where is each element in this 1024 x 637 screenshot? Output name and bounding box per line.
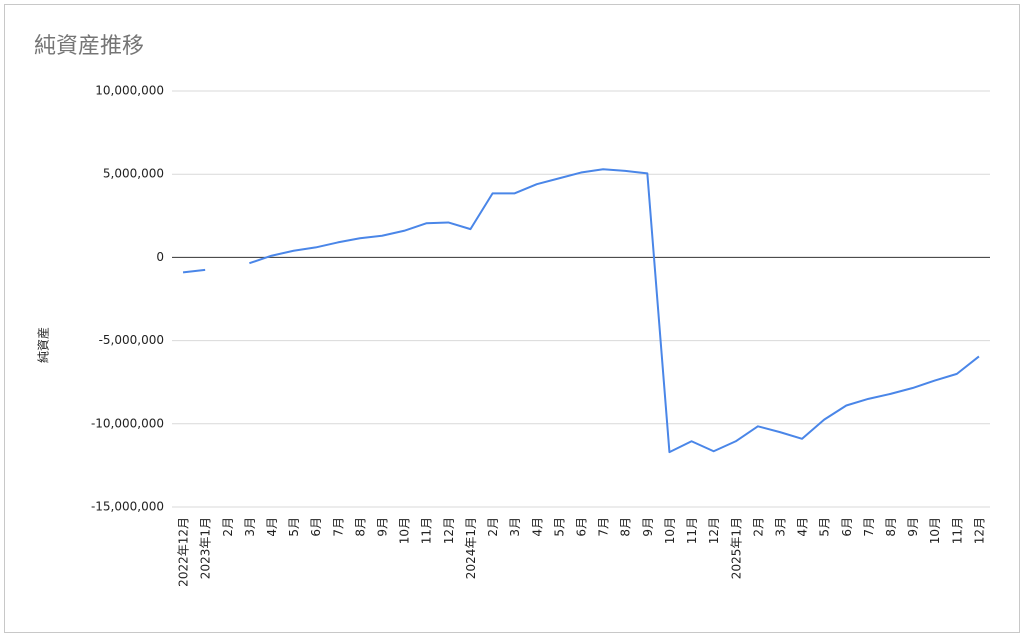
x-tick-label: 10月	[398, 517, 412, 544]
x-tick-label: 3月	[243, 517, 257, 537]
y-tick-label: -10,000,000	[91, 416, 164, 430]
x-tick-label: 10月	[663, 517, 677, 544]
x-tick-label: 6月	[575, 517, 589, 537]
x-tick-label: 5月	[552, 517, 566, 537]
x-tick-label: 8月	[619, 517, 633, 537]
x-tick-label: 11月	[420, 517, 434, 544]
x-tick-label: 12月	[972, 517, 986, 544]
frame	[4, 4, 1020, 633]
x-tick-label: 6月	[309, 517, 323, 537]
x-tick-label: 2022年12月	[177, 517, 191, 587]
x-tick-label: 8月	[884, 517, 898, 537]
x-tick-label: 2023年1月	[199, 517, 213, 579]
x-tick-label: 2025年1月	[729, 517, 743, 579]
x-tick-label: 5月	[818, 517, 832, 537]
data-line	[182, 168, 980, 454]
x-tick-label: 11月	[950, 517, 964, 544]
x-tick-label: 9月	[906, 517, 920, 537]
y-tick-label: 0	[156, 250, 164, 264]
x-tick-label: 10月	[928, 517, 942, 544]
x-tick-label: 2月	[486, 517, 500, 537]
x-tick-label: 3月	[508, 517, 522, 537]
x-tick-label: 9月	[376, 517, 390, 537]
x-tick-label: 12月	[442, 517, 456, 544]
chart-title: 純資産推移	[34, 34, 144, 59]
y-axis-label: 純資産	[36, 327, 51, 363]
y-tick-label: 10,000,000	[95, 84, 164, 98]
x-tick-label: 2月	[751, 517, 765, 537]
x-tick-label: 5月	[287, 517, 301, 537]
x-tick-label: 8月	[353, 517, 367, 537]
x-tick-label: 2024年1月	[464, 517, 478, 579]
x-tick-label: 11月	[685, 517, 699, 544]
x-tick-label: 6月	[840, 517, 854, 537]
x-tick-label: 7月	[862, 517, 876, 537]
x-tick-label: 4月	[796, 517, 810, 537]
x-tick-label: 7月	[331, 517, 345, 537]
x-tick-label: 9月	[641, 517, 655, 537]
x-tick-label: 12月	[707, 517, 721, 544]
x-tick-label: 4月	[530, 517, 544, 537]
x-tick-label: 2月	[221, 517, 235, 537]
y-tick-label: -15,000,000	[91, 500, 164, 514]
x-tick-label: 3月	[773, 517, 787, 537]
x-tick-label: 4月	[265, 517, 279, 537]
y-tick-label: 5,000,000	[103, 167, 164, 181]
x-tick-label: 7月	[597, 517, 611, 537]
y-tick-label: -5,000,000	[99, 333, 164, 347]
